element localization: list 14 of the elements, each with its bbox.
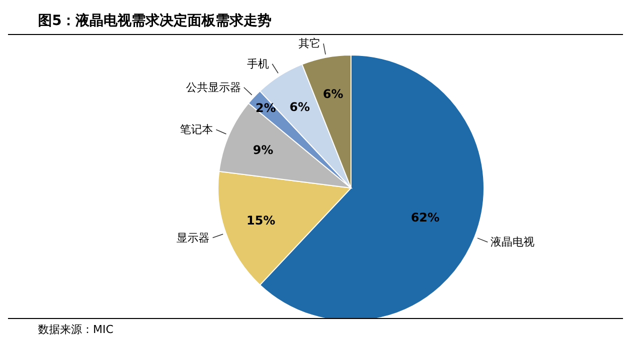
data-label: 6% [290,100,310,114]
data-label: 15% [246,213,276,228]
slice-label: 公共显示器 [186,80,241,94]
source-note: 数据来源：MIC [38,322,114,337]
slice-label: 笔记本 [180,123,214,136]
chart-title: 图5：液晶电视需求决定面板需求走势 [8,8,623,35]
slice-label: 其它 [298,37,320,50]
slice-label: 液晶电视 [490,236,535,249]
slice-label: 手机 [247,57,270,70]
data-label: 2% [255,100,276,115]
data-label: 62% [410,210,440,224]
data-label: 6% [322,86,344,101]
data-label: 9% [252,142,274,157]
slice-label: 显示器 [176,231,210,244]
